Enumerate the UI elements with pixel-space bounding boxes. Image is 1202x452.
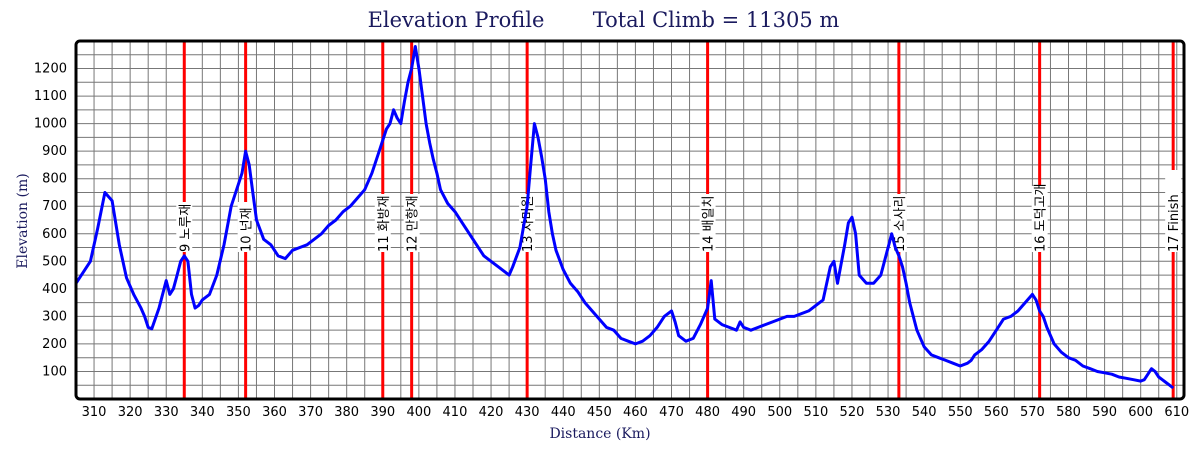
y-tick-label: 200 xyxy=(42,337,67,352)
x-tick-label: 360 xyxy=(262,405,287,420)
x-axis-label: Distance (Km) xyxy=(549,426,650,442)
checkpoint-label-bg xyxy=(403,194,420,252)
checkpoint-label: 13 자미원 xyxy=(521,195,536,252)
checkpoint-label-bg xyxy=(1165,170,1182,252)
checkpoint-label: 16 도덕고개 xyxy=(1034,183,1049,252)
x-tick-label: 490 xyxy=(731,405,756,420)
x-tick-label: 410 xyxy=(443,405,468,420)
x-tick-label: 400 xyxy=(406,405,431,420)
x-tick-label: 440 xyxy=(551,405,576,420)
y-tick-label: 800 xyxy=(42,172,67,187)
x-tick-label: 570 xyxy=(1020,405,1045,420)
checkpoint-label: 12 만항재 xyxy=(406,195,421,252)
y-tick-label: 600 xyxy=(42,227,67,242)
x-tick-label: 310 xyxy=(82,405,107,420)
chart-subtitle: Total Climb = 11305 m xyxy=(593,8,840,32)
checkpoint-markers: 9 노루재 10 넌재 11 화방재 12 만항재 13 자미원 14 배일치 15 소사리… xyxy=(176,41,1182,399)
checkpoint-label-bg xyxy=(1031,186,1048,252)
checkpoint-label: 14 배일치 xyxy=(702,195,717,252)
y-tick-label: 1200 xyxy=(34,62,67,77)
x-tick-label: 420 xyxy=(479,405,504,420)
y-tick-label: 1100 xyxy=(34,89,67,104)
checkpoint-label: 17 Finish xyxy=(1167,194,1182,252)
ticks: 310 320 330 340 350 360 370 380 390 400 410 420 430 4… xyxy=(34,62,1189,420)
x-tick-label: 470 xyxy=(659,405,684,420)
x-tick-label: 530 xyxy=(876,405,901,420)
x-tick-label: 370 xyxy=(298,405,323,420)
y-tick-label: 100 xyxy=(42,364,67,379)
x-tick-label: 320 xyxy=(118,405,143,420)
elevation-line xyxy=(74,45,1175,390)
x-tick-label: 500 xyxy=(767,405,792,420)
x-tick-label: 520 xyxy=(840,405,865,420)
chart-title: Elevation Profile xyxy=(368,8,545,32)
x-tick-label: 610 xyxy=(1164,405,1189,420)
x-tick-label: 340 xyxy=(190,405,215,420)
x-tick-label: 480 xyxy=(695,405,720,420)
checkpoint-label-bg xyxy=(176,202,193,252)
checkpoint-label: 11 화방재 xyxy=(377,195,392,252)
x-tick-label: 450 xyxy=(587,405,612,420)
x-tick-label: 600 xyxy=(1128,405,1153,420)
y-tick-label: 700 xyxy=(42,199,67,214)
x-tick-label: 590 xyxy=(1092,405,1117,420)
x-tick-label: 510 xyxy=(803,405,828,420)
grid xyxy=(76,41,1184,399)
y-axis-label: Elevation (m) xyxy=(15,173,31,268)
checkpoint-label-bg xyxy=(699,194,716,252)
checkpoint-label-bg xyxy=(890,194,907,252)
checkpoint-label: 9 노루재 xyxy=(178,204,193,252)
y-tick-label: 300 xyxy=(42,309,67,324)
y-tick-label: 900 xyxy=(42,144,67,159)
checkpoint-label: 10 넌재 xyxy=(240,207,255,252)
x-tick-label: 330 xyxy=(154,405,179,420)
y-tick-label: 500 xyxy=(42,254,67,269)
x-tick-label: 550 xyxy=(948,405,973,420)
x-tick-label: 430 xyxy=(515,405,540,420)
y-tick-label: 1000 xyxy=(34,117,67,132)
x-tick-label: 380 xyxy=(334,405,359,420)
series xyxy=(74,45,1175,390)
checkpoint-label: 15 소사리 xyxy=(893,195,908,252)
checkpoint-label-bg xyxy=(237,202,254,252)
x-tick-label: 350 xyxy=(226,405,251,420)
x-tick-label: 540 xyxy=(912,405,937,420)
x-tick-label: 560 xyxy=(984,405,1009,420)
x-tick-label: 580 xyxy=(1056,405,1081,420)
x-tick-label: 390 xyxy=(370,405,395,420)
plot-frame xyxy=(74,39,1186,401)
checkpoint-label-bg xyxy=(374,194,391,252)
x-tick-label: 460 xyxy=(623,405,648,420)
y-tick-label: 400 xyxy=(42,282,67,297)
